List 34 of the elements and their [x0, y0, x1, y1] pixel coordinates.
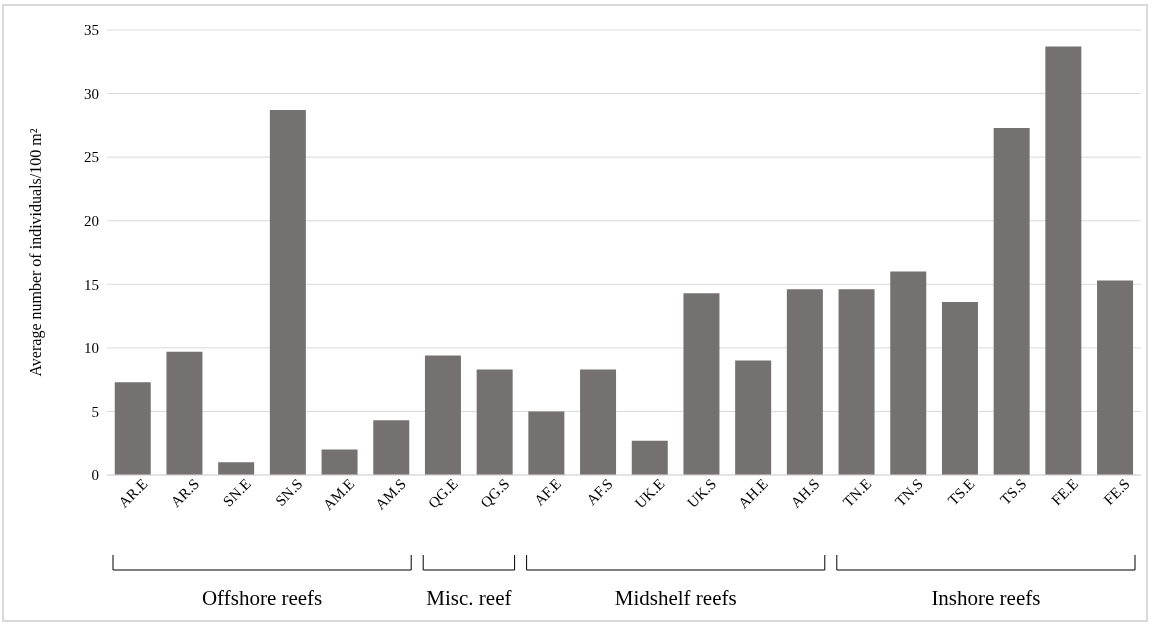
bar [580, 369, 617, 475]
bar [838, 289, 875, 475]
bar [631, 440, 668, 475]
bar [373, 420, 410, 475]
y-axis-title: Average number of individuals/100 m² [26, 128, 45, 377]
bar [476, 369, 513, 475]
bar [321, 449, 358, 475]
bar [424, 355, 461, 475]
y-tick-label: 30 [84, 85, 99, 102]
bar [114, 382, 151, 475]
text: Midshelf reefs [614, 586, 737, 610]
bar [269, 110, 306, 475]
text: Offshore reefs [201, 586, 323, 610]
y-tick-label: 10 [84, 340, 99, 357]
bar [166, 351, 203, 475]
bar [993, 127, 1030, 475]
y-tick-label: 15 [84, 276, 99, 293]
x-tick-label: TS.S [997, 475, 1030, 508]
y-tick-label: 5 [91, 403, 99, 420]
bar [890, 271, 927, 475]
y-tick-label: 25 [84, 149, 99, 166]
y-tick-label: 0 [91, 467, 99, 484]
bar [1045, 46, 1082, 475]
text: Misc. reef [426, 586, 512, 610]
bar [735, 360, 772, 475]
bar [941, 302, 978, 475]
bar [786, 289, 823, 475]
y-tick-label: 35 [84, 22, 99, 39]
bar [1097, 280, 1134, 475]
bar [528, 411, 565, 475]
bar [683, 293, 720, 475]
bar [218, 462, 255, 475]
text: Inshore reefs [931, 586, 1041, 610]
y-tick-label: 20 [84, 213, 99, 230]
